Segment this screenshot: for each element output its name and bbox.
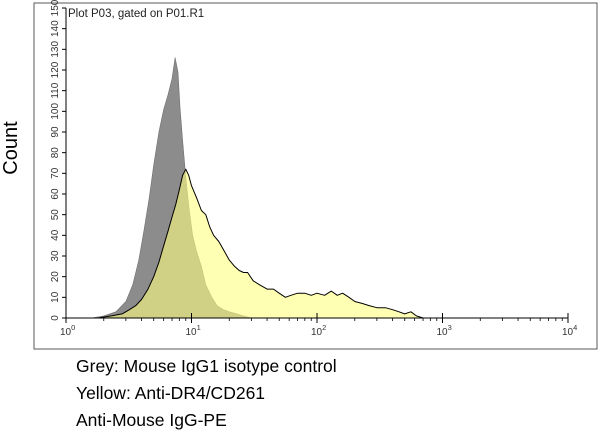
x-tick-label: 104 <box>562 323 577 338</box>
x-tick-label: 101 <box>186 323 201 338</box>
y-tick-label: 120 <box>50 61 61 78</box>
caption-line-1: Grey: Mouse IgG1 isotype control <box>76 356 337 376</box>
x-tick-label: 102 <box>311 323 326 338</box>
y-tick-label: 140 <box>50 20 61 37</box>
caption-line-2: Yellow: Anti-DR4/CD261 <box>76 383 266 403</box>
x-tick-label: 100 <box>60 323 75 338</box>
y-tick-label: 10 <box>50 291 61 303</box>
y-tick-label: 0 <box>50 315 61 321</box>
y-tick-label: 70 <box>50 167 61 179</box>
y-tick-label: 80 <box>50 147 61 159</box>
series-layer <box>91 57 424 319</box>
y-tick-label: 100 <box>50 103 61 120</box>
caption-line-3: Anti-Mouse IgG-PE <box>76 410 227 430</box>
y-tick-label: 130 <box>50 41 61 58</box>
y-tick-label: 60 <box>50 188 61 200</box>
y-tick-label: 150 <box>50 0 61 16</box>
histogram-yellow <box>97 168 424 319</box>
x-tick-label: 103 <box>437 323 452 338</box>
y-tick-label: 30 <box>50 250 61 262</box>
tick-layer: 100 101 102 103 104 0 10 20 30 40 50 60 70 80 90 100 110… <box>50 0 577 338</box>
plot-title: Plot P03, gated on P01.R1 <box>68 8 204 20</box>
y-tick-label: 110 <box>50 82 61 98</box>
chart-frame <box>33 2 598 350</box>
y-axis-label: Count <box>0 121 22 175</box>
y-tick-label: 50 <box>50 209 61 221</box>
y-tick-label: 40 <box>50 229 61 241</box>
y-tick-label: 20 <box>50 271 61 283</box>
y-tick-label: 90 <box>50 126 61 138</box>
